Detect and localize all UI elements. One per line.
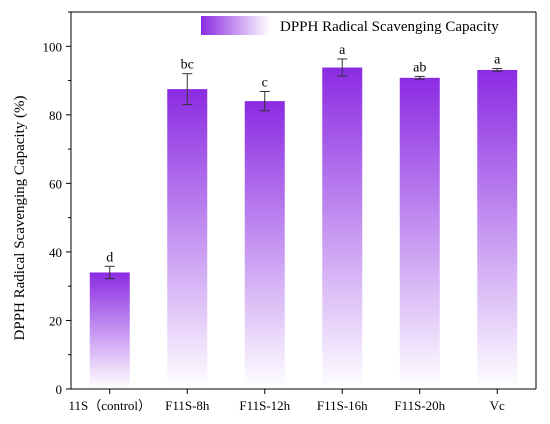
bars-layer: d bc c a ab a — [89, 43, 518, 390]
y-axis-title: DPPH Radical Scavenging Capacity (%) — [12, 96, 28, 341]
bar — [244, 101, 285, 389]
x-tick-label: F11S-12h — [239, 398, 290, 413]
significance-letter: a — [339, 43, 346, 58]
bar — [89, 272, 130, 389]
x-tick-label: F11S-16h — [317, 398, 368, 413]
x-tick-label: F11S-20h — [394, 398, 445, 413]
bar — [399, 77, 440, 389]
significance-letter: a — [494, 53, 501, 68]
y-tick-label: 40 — [49, 245, 62, 260]
significance-letter: ab — [413, 60, 426, 75]
legend: DPPH Radical Scavenging Capacity — [201, 16, 499, 35]
x-tick-label: Vc — [490, 398, 505, 413]
legend-swatch — [201, 16, 270, 35]
x-tick-label: F11S-8h — [165, 398, 210, 413]
x-tick-label: 11S（control） — [68, 398, 151, 413]
bar — [322, 67, 363, 389]
y-tick-label: 80 — [49, 108, 62, 123]
significance-letter: bc — [181, 58, 194, 73]
y-tick-label: 20 — [49, 313, 62, 328]
bar — [167, 89, 208, 389]
significance-letter: c — [262, 76, 268, 91]
significance-letter: d — [106, 250, 113, 265]
axes-layer: 0 20 40 60 80 100 11S（control） F11S-8h F11S-12h F… — [43, 11, 537, 413]
y-tick-label: 100 — [43, 39, 63, 54]
bar — [477, 69, 518, 390]
y-tick-label: 0 — [56, 382, 63, 397]
y-tick-label: 60 — [49, 176, 62, 191]
legend-label: DPPH Radical Scavenging Capacity — [280, 19, 499, 35]
